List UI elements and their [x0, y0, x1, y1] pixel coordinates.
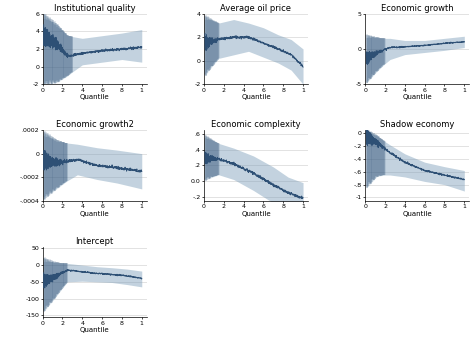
Title: Economic growth2: Economic growth2	[56, 120, 134, 129]
Title: Economic complexity: Economic complexity	[211, 120, 301, 129]
X-axis label: Quantile: Quantile	[80, 210, 109, 217]
X-axis label: Quantile: Quantile	[241, 210, 271, 217]
X-axis label: Quantile: Quantile	[241, 94, 271, 100]
X-axis label: Quantile: Quantile	[402, 94, 432, 100]
Title: Economic growth: Economic growth	[381, 4, 454, 13]
X-axis label: Quantile: Quantile	[80, 94, 109, 100]
X-axis label: Quantile: Quantile	[402, 210, 432, 217]
Title: Average oil price: Average oil price	[220, 4, 292, 13]
Title: Intercept: Intercept	[75, 237, 114, 246]
Title: Institutional quality: Institutional quality	[54, 4, 136, 13]
Title: Shadow economy: Shadow economy	[380, 120, 455, 129]
X-axis label: Quantile: Quantile	[80, 327, 109, 333]
